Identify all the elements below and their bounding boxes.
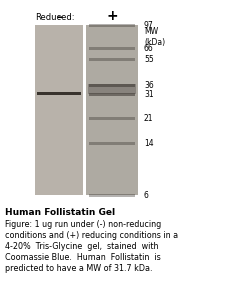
Text: +: +: [106, 9, 118, 23]
Text: 31: 31: [144, 90, 154, 99]
Bar: [89, 194, 135, 196]
Bar: [89, 93, 135, 96]
Text: Coomassie Blue.  Human  Follistatin  is: Coomassie Blue. Human Follistatin is: [5, 253, 161, 262]
Text: 14: 14: [144, 139, 154, 148]
Text: conditions and (+) reducing conditions in a: conditions and (+) reducing conditions i…: [5, 231, 178, 240]
Text: Reduced:: Reduced:: [35, 14, 74, 22]
Bar: [89, 142, 135, 145]
Text: predicted to have a MW of 31.7 kDa.: predicted to have a MW of 31.7 kDa.: [5, 264, 153, 273]
Bar: [89, 47, 135, 50]
Text: 97: 97: [144, 20, 154, 29]
Text: –: –: [56, 11, 62, 25]
Bar: [89, 84, 135, 87]
Bar: [89, 117, 135, 120]
Text: 66: 66: [144, 44, 154, 53]
Text: 4-20%  Tris-Glycine  gel,  stained  with: 4-20% Tris-Glycine gel, stained with: [5, 242, 158, 251]
Bar: [35, 25, 83, 195]
Bar: [88, 84, 136, 94]
Bar: [86, 25, 138, 195]
Bar: [37, 92, 81, 95]
Text: Human Follistatin Gel: Human Follistatin Gel: [5, 208, 115, 217]
Text: MW
(kDa): MW (kDa): [144, 27, 165, 47]
Text: 6: 6: [144, 190, 149, 200]
Text: Figure: 1 ug run under (-) non-reducing: Figure: 1 ug run under (-) non-reducing: [5, 220, 161, 229]
Text: 55: 55: [144, 55, 154, 64]
Bar: [89, 23, 135, 26]
Bar: [89, 58, 135, 61]
Text: 21: 21: [144, 114, 153, 123]
Text: 36: 36: [144, 81, 154, 90]
